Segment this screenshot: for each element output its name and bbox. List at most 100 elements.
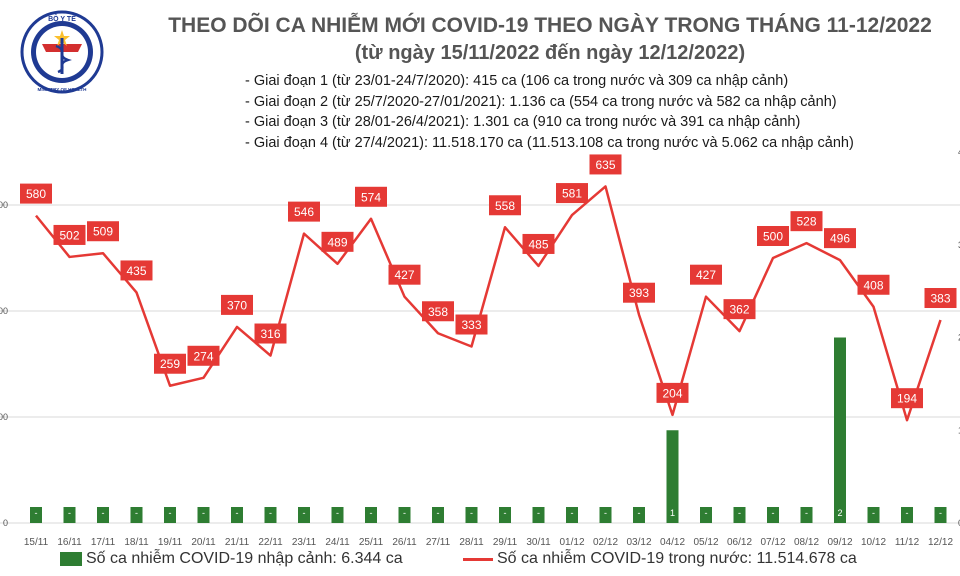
imported-cases-bar [633,507,645,523]
data-label-text: 635 [595,158,615,172]
domestic-cases-data-label: 489 [321,231,354,252]
imported-cases-bar-label: - [705,508,708,518]
imported-cases-bar [164,507,176,523]
x-axis-tick-label: 11/12 [895,537,920,548]
imported-cases-bar-label: - [236,508,239,518]
data-label-box [388,264,421,285]
x-axis-tick-label: 04/12 [660,537,685,548]
data-label-text: 370 [227,298,247,312]
domestic-cases-data-label: 500 [757,226,789,246]
x-axis-tick-label: 29/11 [493,537,518,548]
data-label-box [924,288,957,309]
data-label-text: 333 [461,318,481,332]
x-axis-tick-label: 19/11 [158,537,183,548]
data-label-text: 316 [260,327,280,341]
imported-cases-bar [901,507,913,523]
data-label-box [489,195,521,216]
data-label-text: 489 [327,235,347,249]
data-label-text: 546 [294,205,314,219]
data-label-box [422,301,454,322]
data-label-box [623,282,655,303]
imported-cases-bar [331,507,344,523]
data-label-text: 362 [729,303,749,317]
data-label-box [355,186,387,207]
domestic-cases-data-label: 427 [690,264,722,285]
data-label-box [154,353,186,374]
imported-cases-bar-label: - [772,508,775,518]
domestic-cases-data-label: 485 [522,233,555,254]
data-label-text: 427 [394,268,414,282]
data-label-box [120,260,153,281]
logo-top-text: BỘ Y TẾ [48,13,76,23]
imported-cases-bar [934,507,947,523]
x-axis-tick-label: 12/12 [928,537,953,548]
imported-cases-bar-label: - [135,508,138,518]
imported-cases-bar-label: - [336,508,339,518]
domestic-cases-line [35,185,942,422]
domestic-cases-data-label: 581 [556,183,588,204]
domestic-cases-data-label: 362 [723,299,756,320]
left-axis-tick-label: 0 [3,518,8,528]
x-axis-tick-label: 08/12 [794,537,819,548]
phase-summary-item: - Giai đoạn 2 (từ 25/7/2020-27/01/2021):… [245,93,837,110]
right-axis-tick-label: 1 [958,425,960,435]
phase-summary-item: - Giai đoạn 4 (từ 27/4/2021): 11.518.170… [245,134,854,151]
ministry-of-health-logo: BỘ Y TẾ MINISTRY OF HEALTH [20,10,104,94]
imported-cases-bar-label: - [403,508,406,518]
imported-cases-bar-label: - [437,508,440,518]
x-axis-tick-label: 06/12 [727,537,752,548]
x-axis-tick-label: 25/11 [359,537,384,548]
data-label-box [254,323,287,344]
left-axis-tick-label: 600 [0,200,8,210]
domestic-cases-data-label: 274 [187,345,220,366]
imported-cases-bar [834,337,846,523]
imported-cases-bar [700,507,712,523]
imported-cases-bar [97,507,109,523]
legend-line-swatch [463,557,493,561]
data-label-box [891,388,923,409]
data-label-text: 574 [361,190,381,204]
imported-cases-bar-label: - [537,508,540,518]
chart-legend: Số ca nhiễm COVID-19 nhập cảnh: 6.344 ca… [0,550,960,574]
data-label-box [656,382,689,403]
data-label-box [20,183,52,204]
imported-cases-bar [733,507,746,523]
domestic-cases-data-label: 316 [254,323,287,344]
imported-cases-bar-label: - [604,508,607,518]
data-label-box [790,211,823,232]
domestic-cases-data-label: 580 [20,183,52,204]
imported-cases-bar [767,507,779,523]
imported-cases-bar-label: - [303,508,306,518]
imported-cases-bar [566,507,578,523]
domestic-cases-data-label: 496 [824,228,856,249]
right-axis-tick-label: 0 [958,518,960,528]
chart-title: THEO DÕI CA NHIỄM MỚI COVID-19 THEO NGÀY… [168,14,932,37]
imported-cases-bar-label: - [906,508,909,518]
x-axis-tick-label: 18/11 [124,537,149,548]
x-axis-tick-label: 05/12 [693,537,718,548]
imported-cases-bar-label: - [738,508,741,518]
imported-cases-bar [398,507,411,523]
data-label-text: 528 [796,215,816,229]
imported-cases-bar-label: - [35,508,38,518]
left-axis-tick-label: 400 [0,306,8,316]
domestic-cases-data-label: 204 [656,382,689,403]
x-axis-tick-label: 28/11 [459,537,484,548]
data-label-box [757,226,789,246]
imported-cases-bar-label: - [202,508,205,518]
x-axis-tick-label: 23/11 [292,537,317,548]
domestic-cases-data-label: 358 [422,301,454,322]
x-axis-tick-label: 10/12 [861,537,886,548]
data-label-text: 558 [495,199,515,213]
phase-summary-list: - Giai đoạn 1 (từ 23/01-24/7/2020): 415 … [245,71,854,153]
data-label-text: 194 [897,392,917,406]
imported-cases-bar [499,507,511,523]
imported-cases-bar [432,507,444,523]
data-label-text: 496 [830,232,850,246]
imported-cases-bar [264,507,277,523]
imported-cases-bar-label: - [269,508,272,518]
data-label-text: 383 [930,292,950,306]
domestic-cases-data-label: 333 [455,314,488,335]
data-label-box [455,314,488,335]
x-axis-tick-label: 02/12 [593,537,618,548]
